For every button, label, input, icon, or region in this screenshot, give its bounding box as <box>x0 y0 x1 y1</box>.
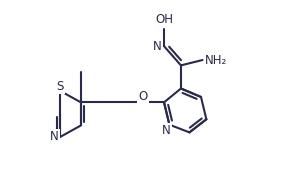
Text: N: N <box>50 131 59 143</box>
Text: OH: OH <box>155 13 173 26</box>
Text: S: S <box>56 80 64 93</box>
Text: N: N <box>162 124 171 137</box>
Text: NH₂: NH₂ <box>205 54 227 66</box>
Text: N: N <box>153 40 162 53</box>
Text: O: O <box>139 90 148 103</box>
